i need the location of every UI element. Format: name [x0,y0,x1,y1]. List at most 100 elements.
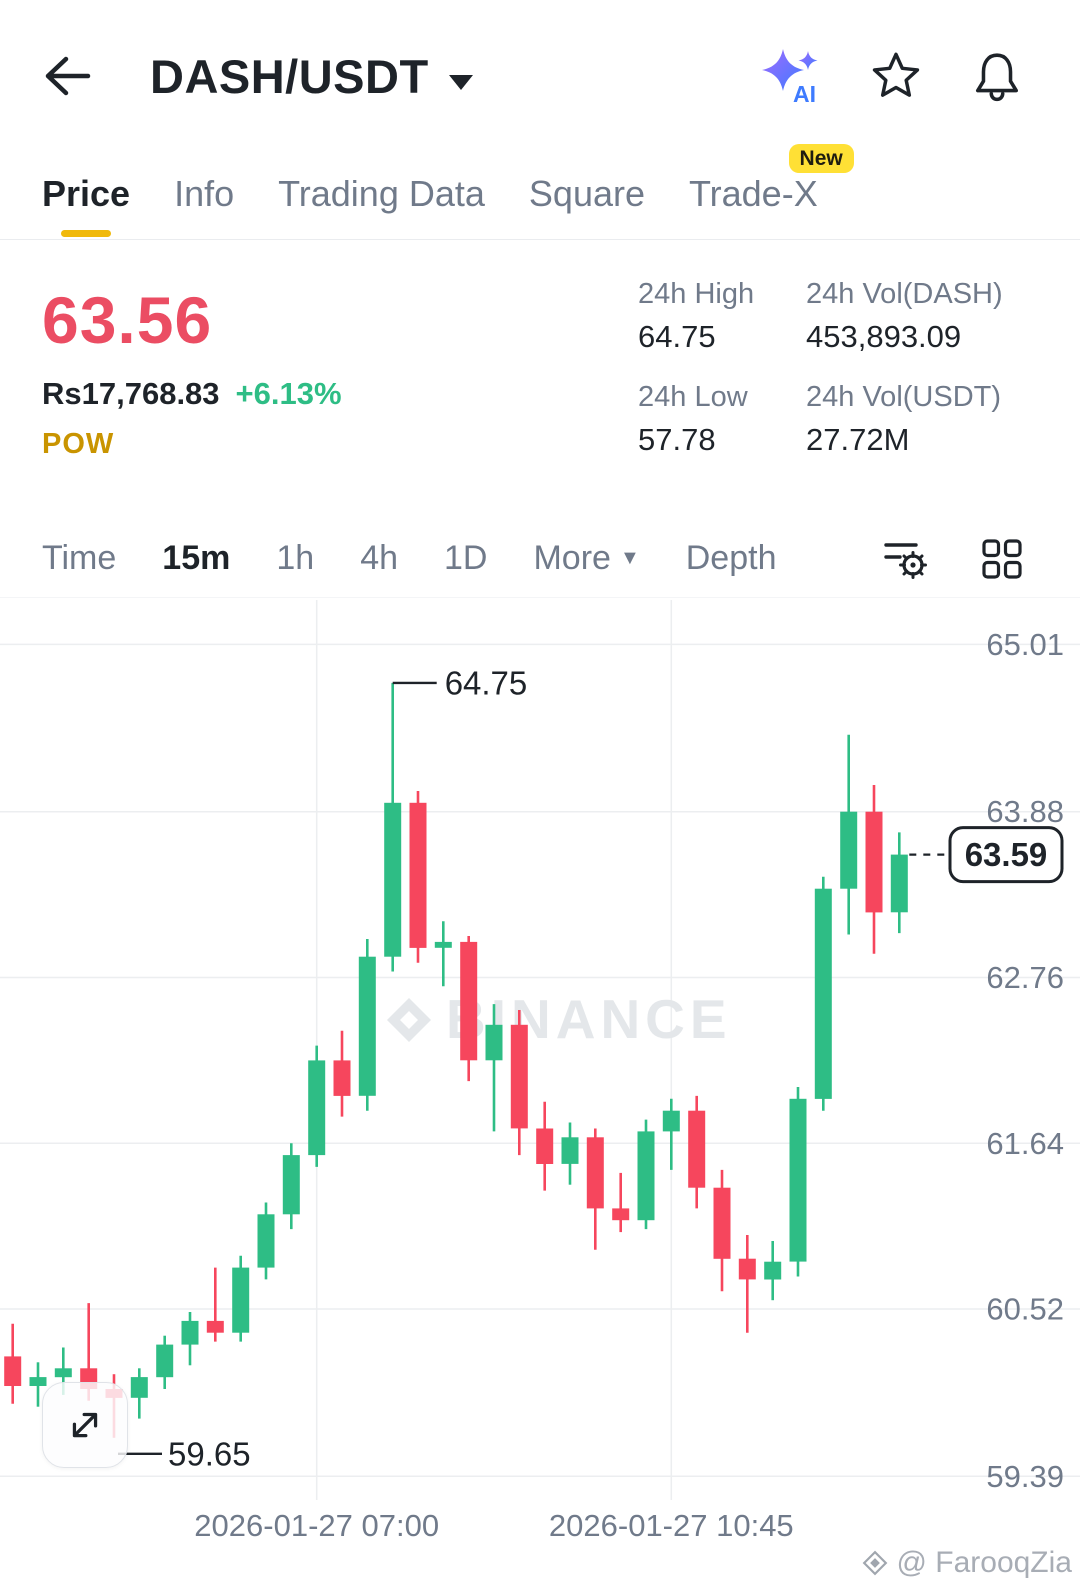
active-tab-underline [61,230,112,237]
timeframe-time[interactable]: Time [42,539,117,577]
chevron-down-icon: ▼ [619,547,640,569]
stat-label: 24h Vol(DASH) [806,278,1003,310]
favorite-button[interactable] [870,51,922,101]
svg-text:59.65: 59.65 [168,1435,251,1472]
timeframe-1h[interactable]: 1h [276,539,315,577]
depth-toggle[interactable]: Depth [685,539,777,577]
chart-resize-handle[interactable] [42,1382,128,1468]
chart-canvas[interactable]: BINANCE [0,600,1080,1500]
low-price-annotation: 59.65 [118,1435,251,1472]
stat-value: 64.75 [638,319,716,354]
pair-title[interactable]: DASH/USDT [150,49,429,103]
candle [409,791,427,963]
star-icon [872,52,920,97]
tab-square-label: Square [528,172,645,214]
pair-dropdown-caret-icon[interactable] [448,74,473,90]
svg-text:63.59: 63.59 [965,836,1048,873]
tab-square[interactable]: Square [529,148,645,239]
ai-assistant-button[interactable]: AI [762,47,820,105]
candle [688,1095,706,1209]
candle [561,1122,579,1185]
candle [257,1202,275,1280]
candle [840,734,858,935]
candle [713,1169,731,1292]
tab-trade-x-label: Trade-X [689,172,818,214]
x-axis-label: 2026-01-27 10:45 [548,1508,794,1543]
notifications-button[interactable] [972,50,1022,102]
diamond-icon [863,1550,888,1576]
candle [612,1172,630,1233]
candle [662,1098,680,1170]
pow-tag[interactable]: POW [42,428,115,460]
x-axis-labels: 2026-01-27 07:00 2026-01-27 10:45 [0,1502,1080,1554]
back-arrow-icon [45,56,91,96]
watermark-signature: @ FarooqZia [862,1546,1072,1580]
candle [181,1312,199,1366]
binance-watermark: BINANCE [387,988,727,1050]
stat-value: 57.78 [638,422,716,457]
signature-text: @ FarooqZia [896,1546,1072,1579]
candle [586,1128,604,1250]
candle [460,936,478,1082]
candle [358,939,376,1111]
stat-24h-vol-dash: 24h Vol(DASH) 453,893.09 [806,278,1068,355]
candle [206,1267,224,1342]
more-dropdown[interactable]: More ▼ [533,539,640,577]
y-axis-tick: 59.39 [986,1459,1064,1494]
bell-icon [975,53,1019,102]
change-percent: +6.13% [235,376,342,411]
tab-trade-x[interactable]: Trade-X New [689,144,854,239]
y-axis-tick: 60.52 [986,1292,1064,1327]
y-axis-tick: 65.01 [986,627,1064,662]
candle [232,1255,250,1342]
tab-price-label: Price [42,172,131,214]
new-badge: New [788,144,854,174]
stats-grid: 24h High 64.75 24h Vol(DASH) 453,893.09 … [638,278,1068,458]
candle [890,832,908,934]
stat-24h-vol-usdt: 24h Vol(USDT) 27.72M [806,381,1068,458]
y-axis-tick: 63.88 [986,794,1064,829]
tab-bar: Price Info Trading Data Square Trade-X N… [0,144,1080,240]
chart-toolbar: Time 15m 1h 4h 1D More ▼ Depth [0,520,1080,598]
ai-sparkle-icon: AI [762,49,818,105]
fiat-price: Rs17,768.83 [42,376,220,411]
tab-trading-data[interactable]: Trading Data [278,148,485,239]
tab-price[interactable]: Price [42,148,130,239]
timeframe-4h[interactable]: 4h [360,539,399,577]
candle [637,1119,655,1230]
resize-arrows-icon [72,1412,98,1438]
back-button[interactable] [40,52,96,100]
tab-info[interactable]: Info [174,148,234,239]
candle [485,1004,503,1132]
x-axis-label: 2026-01-27 07:00 [194,1508,440,1543]
indicators-button[interactable] [882,537,928,581]
svg-text:64.75: 64.75 [445,664,528,701]
high-price-annotation: 64.75 [392,664,528,701]
price-panel: 63.56 Rs17,768.83 +6.13% POW 24h High 64… [0,260,1080,500]
timeframe-15m[interactable]: 15m [162,539,231,577]
y-axis-tick: 61.64 [986,1126,1064,1161]
stat-24h-high: 24h High 64.75 [638,278,806,355]
candle [764,1241,782,1301]
last-price: 63.56 [42,283,213,357]
stat-label: 24h Low [638,381,748,413]
header: DASH/USDT AI [0,30,1080,122]
candlestick-chart[interactable]: BINANCE [0,600,1080,1500]
candle [814,876,832,1111]
candle [510,1010,528,1156]
candle [4,1323,22,1404]
tab-trading-data-label: Trading Data [278,172,485,214]
stat-value: 27.72M [806,422,910,457]
chart-layout-button[interactable] [980,537,1024,581]
current-price-label[interactable]: 63.59 [909,826,1064,884]
grid-layout-icon [982,538,1022,579]
candle [384,682,402,972]
candle [130,1368,148,1419]
y-axis-tick: 62.76 [986,960,1064,995]
candle [333,1030,351,1117]
indicators-icon [884,542,927,579]
timeframe-1d[interactable]: 1D [444,539,488,577]
candle [156,1335,174,1389]
candle [308,1045,326,1167]
stat-24h-low: 24h Low 57.78 [638,381,806,458]
